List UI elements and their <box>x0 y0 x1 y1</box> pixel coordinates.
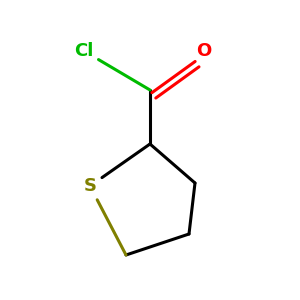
Text: O: O <box>196 42 211 60</box>
Text: S: S <box>83 177 97 195</box>
Text: Cl: Cl <box>74 42 94 60</box>
